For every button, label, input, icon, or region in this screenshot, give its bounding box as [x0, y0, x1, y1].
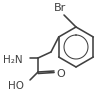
Text: HO: HO [8, 81, 24, 91]
Text: H₂N: H₂N [3, 55, 23, 65]
Text: Br: Br [54, 3, 66, 13]
Text: O: O [57, 69, 65, 79]
